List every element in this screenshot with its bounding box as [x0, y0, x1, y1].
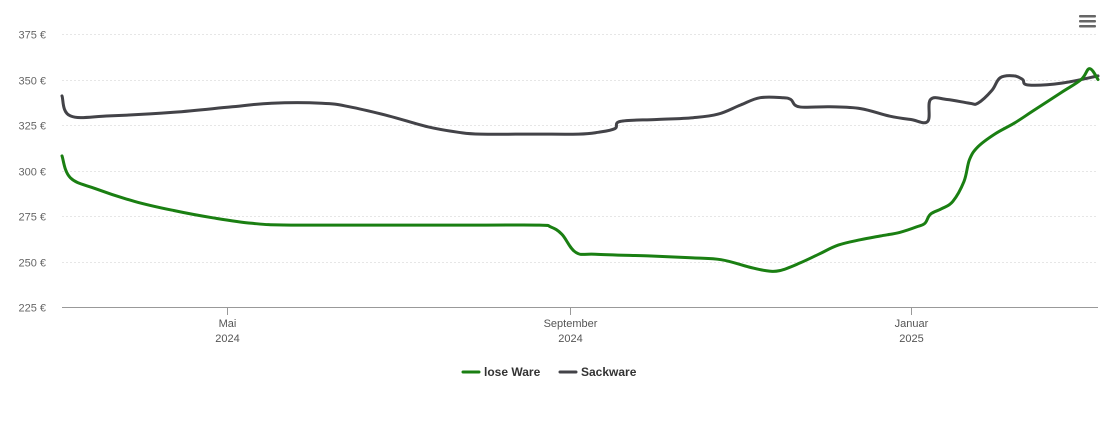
y-axis-labels: 375 € 350 € 325 € 300 € 275 € 250 € 225 € — [18, 30, 46, 315]
y-tick-label: 300 € — [18, 167, 46, 179]
legend-label: Sackware — [581, 365, 637, 379]
legend-item-sackware[interactable]: Sackware — [558, 365, 637, 379]
x-axis-ticks: Mai 2024 September 2024 Januar 2025 — [215, 307, 929, 345]
series-line-sackware[interactable] — [60, 74, 1100, 136]
legend-item-lose-ware[interactable]: lose Ware — [461, 365, 541, 379]
hamburger-menu-icon[interactable] — [1079, 15, 1096, 28]
x-tick-year-label: 2025 — [899, 333, 923, 345]
y-tick-label: 275 € — [18, 212, 46, 224]
x-tick-month-label: September — [544, 318, 598, 330]
x-tick-year-label: 2024 — [558, 333, 582, 345]
grid-lines — [62, 34, 1098, 263]
y-tick-label: 350 € — [18, 76, 46, 88]
y-tick-label: 375 € — [18, 30, 46, 42]
x-tick-month-label: Mai — [219, 318, 237, 330]
chart-menu-button[interactable] — [1077, 12, 1099, 32]
legend-label: lose Ware — [484, 365, 541, 379]
y-tick-label: 225 € — [18, 303, 46, 315]
x-tick-year-label: 2024 — [215, 333, 239, 345]
legend: lose Ware Sackware — [461, 365, 637, 379]
x-tick-month-label: Januar — [895, 318, 929, 330]
series-line-lose-ware[interactable] — [60, 67, 1100, 273]
series-lines[interactable] — [60, 67, 1100, 273]
y-tick-label: 325 € — [18, 121, 46, 133]
y-tick-label: 250 € — [18, 258, 46, 270]
